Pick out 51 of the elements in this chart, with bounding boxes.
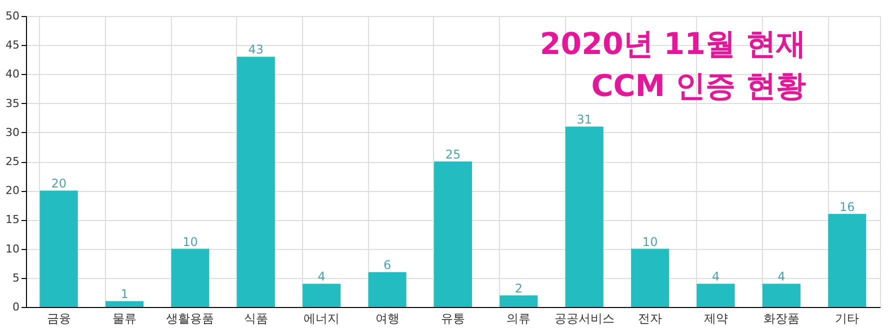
y-tick-label: 50: [6, 10, 20, 22]
bar: [302, 284, 341, 307]
x-tick-label: 에너지: [304, 312, 340, 326]
data-label: 10: [642, 234, 658, 249]
y-tick-label: 5: [12, 271, 20, 284]
x-tick-label: 여행: [375, 312, 400, 326]
data-label: 4: [712, 270, 720, 284]
data-label: 2: [514, 281, 523, 296]
bar: [106, 301, 144, 307]
bar: [828, 214, 866, 307]
data-label: 31: [576, 112, 592, 127]
data-label: 20: [51, 176, 66, 191]
bar: [500, 295, 538, 307]
y-tick-label: 40: [6, 68, 20, 81]
bar: [236, 56, 275, 307]
y-tick-label: 0: [12, 300, 20, 314]
x-tick-label: 전자: [638, 312, 662, 326]
data-label: 25: [445, 148, 461, 162]
data-label: 1: [120, 287, 128, 302]
x-tick-label: 식품: [244, 312, 268, 326]
bar: [762, 284, 800, 307]
x-tick-label: 제약: [704, 312, 728, 326]
data-label: 4: [318, 270, 326, 284]
bar: [631, 248, 670, 307]
y-tick-label: 30: [6, 126, 20, 139]
x-tick-label: 기타: [835, 312, 860, 326]
x-tick-label: 금융: [46, 312, 71, 326]
bar: [565, 126, 604, 307]
bar: [40, 190, 78, 307]
x-tick-label: 생활용품: [166, 312, 214, 326]
y-tick-label: 10: [6, 242, 20, 256]
x-tick-label: 물류: [112, 312, 137, 326]
text: 2020년 11월 현재 CCM 인증 현황: [540, 27, 806, 104]
y-tick-label: 20: [6, 184, 20, 198]
data-label: 16: [840, 200, 855, 214]
data-label: 4: [778, 270, 786, 284]
x-tick-label: 화장품: [763, 312, 800, 326]
y-tick-label: 35: [6, 96, 20, 110]
bar: [171, 248, 210, 307]
bar: [434, 162, 472, 307]
y-tick-label: 45: [6, 38, 20, 52]
data-label: 43: [248, 42, 264, 57]
x-tick-label: 공공서비스: [554, 312, 614, 326]
data-label: 6: [383, 258, 392, 272]
y-tick-label: 25: [6, 155, 20, 168]
x-tick-label: 의류: [506, 312, 531, 326]
bar: [368, 272, 406, 307]
bar: [696, 284, 735, 307]
data-label: 10: [182, 234, 198, 249]
x-tick-label: 유통: [441, 312, 465, 326]
y-tick-label: 15: [6, 213, 20, 226]
